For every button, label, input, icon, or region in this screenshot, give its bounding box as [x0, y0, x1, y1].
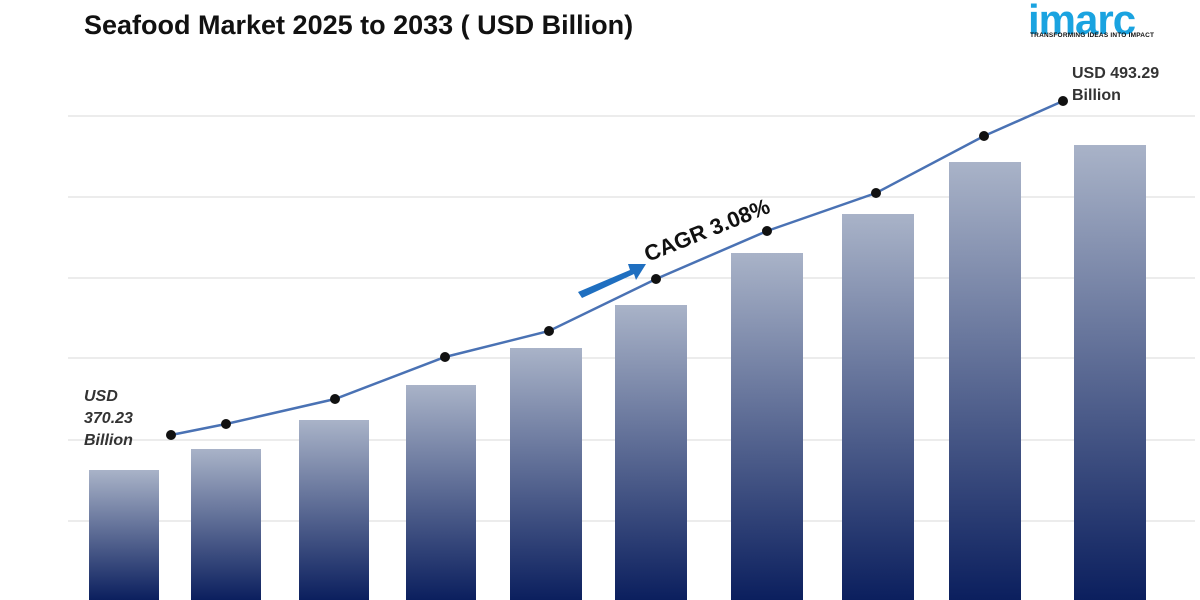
bar	[89, 470, 159, 600]
trend-line	[170, 99, 1064, 437]
bar	[731, 253, 803, 600]
bar	[842, 214, 914, 600]
bar	[510, 348, 582, 600]
imarc-logo: imarc	[1028, 0, 1136, 43]
trend-line-group	[166, 96, 1068, 440]
bars	[89, 145, 1146, 600]
trend-point	[440, 352, 450, 362]
end-label-line-2: Billion	[1072, 87, 1121, 104]
end-label-line-1: USD 493.29	[1072, 65, 1159, 82]
bar	[299, 420, 369, 600]
bar	[1074, 145, 1146, 600]
bar	[191, 449, 261, 600]
trend-point	[1058, 96, 1068, 106]
trend-point	[979, 131, 989, 141]
logo-tagline: TRANSFORMING IDEAS INTO IMPACT	[1030, 32, 1155, 39]
bar	[615, 305, 687, 600]
trend-point	[330, 394, 340, 404]
trend-point	[871, 188, 881, 198]
trend-point	[762, 226, 772, 236]
bar	[949, 162, 1021, 600]
cagr-arrow-icon	[578, 264, 646, 298]
page-title: Seafood Market 2025 to 2033 ( USD Billio…	[84, 10, 634, 40]
bar	[406, 385, 476, 600]
trend-point	[544, 326, 554, 336]
trend-point	[166, 430, 176, 440]
trend-point	[651, 274, 661, 284]
start-label-line-1: USD	[84, 388, 118, 405]
trend-point	[221, 419, 231, 429]
start-label-line-2: 370.23	[84, 410, 133, 427]
start-label-line-3: Billion	[84, 432, 133, 449]
